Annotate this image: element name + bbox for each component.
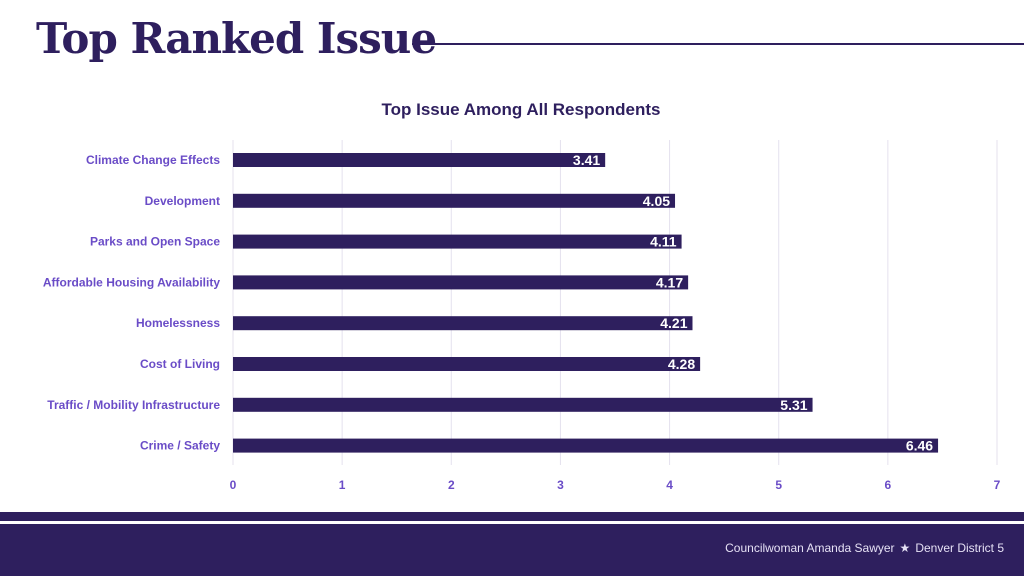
value-label: 4.28	[668, 356, 695, 372]
bar	[233, 193, 676, 208]
value-label: 4.05	[643, 193, 670, 209]
star-icon: ★	[899, 541, 911, 555]
category-label: Development	[145, 194, 220, 208]
bar	[233, 316, 693, 331]
value-label: 3.41	[573, 152, 600, 168]
category-label: Crime / Safety	[140, 439, 220, 453]
category-label: Affordable Housing Availability	[43, 275, 220, 289]
category-label: Parks and Open Space	[90, 235, 220, 249]
footer-district: Denver District 5	[915, 541, 1004, 555]
x-tick-label: 3	[557, 478, 564, 492]
bar	[233, 234, 682, 249]
x-tick-label: 6	[885, 478, 892, 492]
x-tick-label: 7	[994, 478, 1001, 492]
x-tick-label: 4	[666, 478, 673, 492]
value-label: 4.17	[656, 274, 683, 290]
footer-credit: Councilwoman Amanda Sawyer ★ Denver Distri…	[725, 541, 1004, 555]
bar-chart: Top Issue Among All Respondents Climate …	[43, 100, 1001, 492]
value-label: 4.11	[650, 234, 677, 250]
category-label: Homelessness	[136, 316, 220, 330]
title-divider	[412, 43, 1024, 45]
bar	[233, 357, 701, 371]
category-label: Traffic / Mobility Infrastructure	[47, 398, 220, 412]
bar	[233, 438, 939, 453]
value-label: 6.46	[906, 438, 933, 454]
chart-title: Top Issue Among All Respondents	[382, 100, 661, 119]
bar	[233, 153, 606, 167]
page-title: Top Ranked Issue	[36, 14, 437, 63]
bar	[233, 397, 813, 412]
category-label: Cost of Living	[140, 357, 220, 371]
value-label: 5.31	[780, 397, 807, 413]
footer: Councilwoman Amanda Sawyer ★ Denver Distri…	[0, 524, 1024, 576]
x-tick-label: 5	[775, 478, 782, 492]
footer-accent-band	[0, 512, 1024, 521]
x-tick-label: 2	[448, 478, 455, 492]
value-label: 4.21	[660, 315, 687, 331]
footer-name: Councilwoman Amanda Sawyer	[725, 541, 895, 555]
category-label: Climate Change Effects	[86, 153, 220, 167]
x-tick-label: 1	[339, 478, 346, 492]
x-tick-label: 0	[230, 478, 237, 492]
bar	[233, 275, 689, 290]
